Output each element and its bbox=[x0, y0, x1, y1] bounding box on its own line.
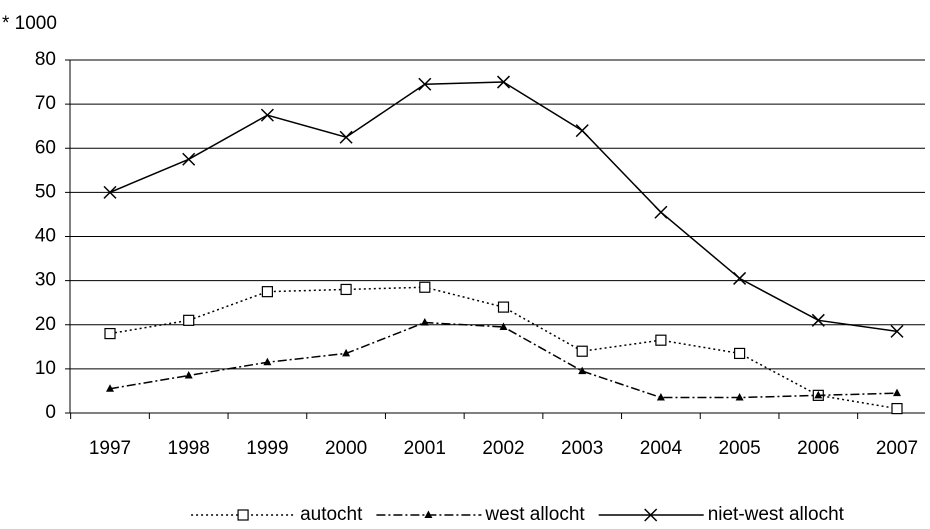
x-tick-label: 2001 bbox=[404, 438, 446, 459]
x-tick-label: 2002 bbox=[482, 438, 524, 459]
marker bbox=[496, 75, 511, 89]
marker bbox=[418, 77, 432, 91]
y-tick-label: 10 bbox=[35, 358, 56, 379]
marker bbox=[184, 370, 193, 379]
legend-item: west allocht bbox=[376, 504, 585, 525]
marker bbox=[182, 152, 196, 166]
x-tick-label: 1998 bbox=[168, 438, 210, 459]
y-tick-label: 20 bbox=[35, 314, 56, 335]
marker bbox=[655, 334, 667, 346]
marker bbox=[263, 357, 272, 366]
marker bbox=[499, 322, 508, 330]
legend-label: autocht bbox=[300, 504, 363, 525]
marker bbox=[735, 393, 744, 401]
marker bbox=[576, 345, 588, 357]
y-tick-label: 60 bbox=[35, 137, 56, 158]
legend-label: niet-west allocht bbox=[708, 504, 845, 525]
marker bbox=[644, 508, 658, 522]
marker bbox=[733, 271, 747, 285]
marker bbox=[575, 124, 589, 138]
y-tick-label: 0 bbox=[45, 402, 56, 423]
x-tick-label: 2000 bbox=[325, 438, 367, 459]
marker bbox=[342, 348, 351, 357]
x-tick-label: 2004 bbox=[640, 438, 683, 459]
x-tick-label: 2003 bbox=[561, 438, 603, 459]
marker bbox=[419, 281, 431, 293]
series-line bbox=[109, 81, 898, 333]
legend-item: autocht bbox=[191, 504, 363, 525]
x-tick-label: 1999 bbox=[246, 438, 288, 459]
x-tick-label: 1997 bbox=[89, 438, 131, 459]
marker bbox=[104, 327, 116, 340]
y-tick-label: 40 bbox=[35, 226, 56, 247]
marker bbox=[814, 390, 823, 399]
marker bbox=[237, 509, 249, 521]
series-line bbox=[109, 321, 898, 399]
marker bbox=[893, 388, 901, 397]
series-line bbox=[109, 286, 898, 410]
y-tick-label: 80 bbox=[35, 49, 56, 70]
marker bbox=[260, 108, 274, 122]
legend-label: west allocht bbox=[484, 504, 585, 525]
marker bbox=[103, 185, 117, 199]
marker bbox=[424, 510, 433, 518]
marker bbox=[654, 205, 668, 219]
marker bbox=[733, 347, 746, 360]
marker bbox=[890, 324, 904, 338]
x-tick-label: 2007 bbox=[876, 438, 918, 459]
legend-item: niet-west allocht bbox=[598, 504, 845, 525]
x-tick-label: 2005 bbox=[718, 438, 760, 459]
marker bbox=[497, 301, 510, 313]
marker bbox=[106, 384, 114, 392]
y-tick-label: 50 bbox=[35, 181, 56, 202]
marker bbox=[811, 313, 825, 327]
y-tick-label: 30 bbox=[35, 270, 56, 291]
x-tick-label: 2006 bbox=[797, 438, 839, 459]
marker bbox=[339, 130, 353, 144]
marker bbox=[340, 283, 352, 296]
y-axis-unit: * 1000 bbox=[2, 13, 57, 34]
marker bbox=[183, 314, 195, 326]
marker bbox=[891, 402, 903, 415]
marker bbox=[578, 366, 587, 375]
marker bbox=[261, 286, 273, 298]
y-tick-label: 70 bbox=[35, 93, 56, 114]
marker bbox=[656, 393, 665, 401]
marker bbox=[420, 318, 429, 326]
